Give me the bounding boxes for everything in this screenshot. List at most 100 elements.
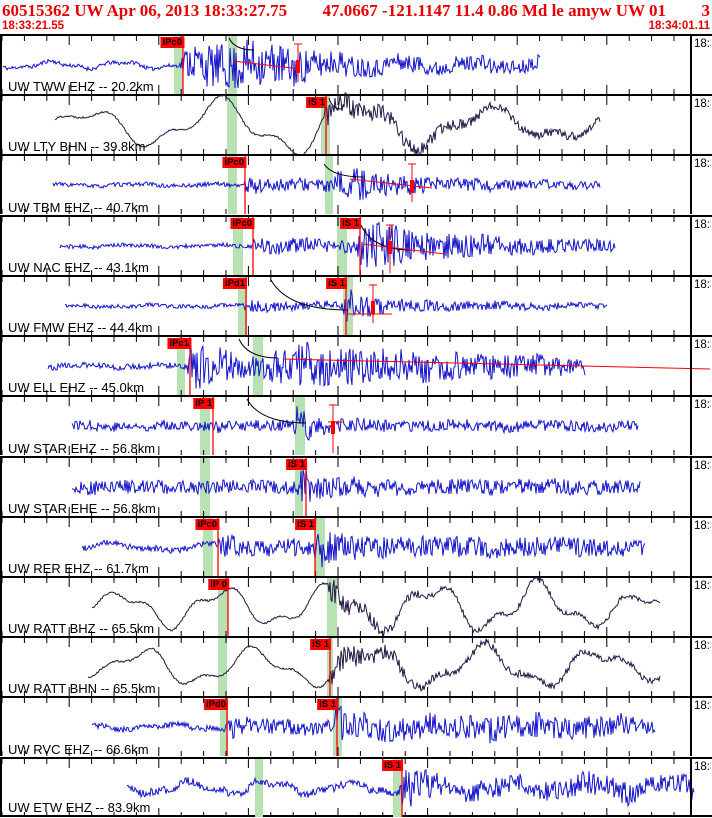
right-time-label: 18:3	[694, 158, 711, 171]
coda-duration-line	[232, 60, 301, 70]
event-location-magnitude: 47.0667 -121.1147 11.4 0.86 Md le amyw U…	[322, 1, 667, 20]
trace-panel-RATT-BHZ[interactable]: iP 0 UW RATT BHZ -- 65.5km 18:3	[0, 575, 712, 638]
phase-window	[295, 397, 305, 456]
waveform	[81, 532, 646, 567]
phase-window	[177, 337, 185, 396]
phase-window	[174, 36, 183, 94]
pick-flag[interactable]: iPc0	[160, 37, 184, 48]
seismogram-svg	[0, 638, 692, 697]
coda-errorbar[interactable]	[296, 60, 300, 73]
panel-left-border	[0, 216, 2, 275]
trace-panel-TBM-EHZ[interactable]: iPc0 UW TBM EHZ -- 40.7km 18:3	[0, 154, 712, 215]
panel-left-border	[0, 758, 2, 817]
panel-left-border	[0, 457, 2, 516]
right-time-label: 18:3	[694, 579, 711, 592]
panel-right-border	[690, 216, 692, 275]
waveform	[52, 168, 601, 201]
coda-errorbar[interactable]	[371, 300, 375, 314]
right-time-label: 18:3	[694, 700, 711, 713]
station-label: UW STAR EHZ -- 56.8km	[8, 440, 156, 456]
seismogram-svg	[0, 92, 692, 157]
pick-flag[interactable]: iS 1	[310, 639, 331, 651]
pick-flag[interactable]: iP 0	[208, 578, 229, 590]
trace-panel-LTY-BHN[interactable]: iS 1 UW LTY BHN -- 39.8km 18:3	[0, 92, 712, 157]
trace-panel-NAC-EHZ[interactable]: iPc0 iS 1 UW NAC EHZ -- 43.1km 18:3	[0, 214, 712, 275]
trace-panel-STAR-EHE[interactable]: iS 1 UW STAR EHE -- 56.8km 18:3	[0, 455, 712, 516]
seismogram-svg	[0, 276, 692, 335]
pick-flag[interactable]: iS 1	[317, 699, 338, 711]
phase-window	[393, 758, 402, 817]
pick-flag[interactable]: iPd1	[222, 277, 247, 289]
pick-flag[interactable]: iS 1	[286, 458, 307, 470]
phase-window	[255, 758, 263, 817]
trace-panel-STAR-EHZ[interactable]: iP 1 UW STAR EHZ -- 56.8km 18:3	[0, 395, 712, 456]
pick-flag[interactable]: iS 1	[340, 217, 361, 229]
pick-flag[interactable]: iP 1	[193, 398, 214, 410]
right-time-label: 18:3	[694, 459, 711, 472]
phase-window	[203, 517, 213, 576]
right-time-label: 18:3	[694, 640, 711, 653]
trace-panel-ETW-EHZ[interactable]: iS 1 UW ETW EHZ -- 83.9km 18:3	[0, 756, 712, 817]
waveform	[91, 704, 656, 744]
pick-flag[interactable]: iPd0	[203, 699, 228, 711]
pick-flag[interactable]: iPc0	[230, 217, 254, 229]
phase-window	[238, 276, 247, 335]
station-label: UW STAR EHE -- 56.8km	[8, 500, 156, 516]
coda-curve	[328, 98, 343, 110]
panel-left-border	[0, 698, 2, 757]
panel-right-border	[690, 156, 692, 215]
pick-flag[interactable]: iPc1	[167, 338, 191, 350]
station-label: UW TWW EHZ -- 20.2km	[8, 79, 154, 95]
pick-flag[interactable]: iS 1	[295, 518, 316, 530]
right-time-label: 18:3	[694, 278, 711, 291]
pick-flag[interactable]: iPc0	[222, 157, 246, 169]
trace-panel-FMW-EHZ[interactable]: iPd1 iS 1 UW FMW EHZ -- 44.4km 18:3	[0, 274, 712, 335]
waveform	[71, 406, 639, 442]
coda-errorbar[interactable]	[388, 240, 392, 254]
station-label: UW RATT BHZ -- 65.5km	[8, 621, 155, 637]
seismogram-svg	[0, 397, 692, 456]
trace-panel-ELL-EHZ[interactable]: iPc1 UW ELL EHZ -- 45.0km 18:3	[0, 335, 712, 395]
right-time-label: 18:3	[694, 38, 711, 50]
panel-right-border	[690, 698, 692, 757]
event-id-and-time: 60515362 UW Apr 06, 2013 18:33:27.75	[2, 1, 288, 20]
waveform	[71, 467, 641, 502]
panel-left-border	[0, 577, 2, 636]
coda-errorbar[interactable]	[331, 421, 335, 435]
phase-window	[227, 96, 237, 155]
panel-right-border	[690, 517, 692, 576]
time-window-bar: 18:33:21.55 18:34:01.11	[0, 20, 712, 34]
right-time-label: 18:3	[694, 339, 711, 352]
waveform	[87, 638, 661, 693]
seismogram-svg	[0, 216, 692, 275]
trace-panel-RATT-BHN[interactable]: iS 1 UW RATT BHN -- 65.5km 18:3	[0, 636, 712, 696]
seismogram-svg	[0, 457, 692, 516]
waveform	[126, 768, 695, 808]
right-time-label: 18:3	[694, 399, 711, 412]
station-label: UW TBM EHZ -- 40.7km	[8, 199, 149, 215]
phase-window	[325, 156, 333, 215]
trace-panel-TWW-EHZ[interactable]: iPc0 UW TWW EHZ -- 20.2km 18:3	[0, 34, 712, 94]
trace-panel-RER-EHZ[interactable]: iPc0 iS 1 UW RER EHZ -- 61.7km 18:3	[0, 515, 712, 576]
trace-panel-RVC-EHZ[interactable]: iPd0 iS 1 UW RVC EHZ -- 66.6km 18:3	[0, 696, 712, 757]
event-flag-count: 3	[701, 1, 710, 20]
panel-right-border	[690, 577, 692, 636]
coda-curve	[246, 399, 307, 424]
right-time-label: 18:3	[694, 519, 711, 532]
panel-right-border	[690, 337, 692, 396]
pick-flag[interactable]: iS 1	[306, 97, 327, 109]
panel-left-border	[0, 638, 2, 697]
phase-window	[200, 457, 210, 516]
pick-flag[interactable]: iPc0	[195, 518, 219, 530]
waveform	[91, 576, 661, 638]
pick-flag[interactable]: iS 1	[382, 759, 403, 771]
panel-left-border	[0, 397, 2, 456]
waveform	[47, 341, 586, 389]
coda-errorbar[interactable]	[410, 180, 414, 194]
coda-curve	[360, 224, 413, 251]
pick-flag[interactable]: iS 1	[326, 277, 347, 289]
phase-window	[220, 698, 228, 757]
panel-right-border	[690, 96, 692, 155]
station-label: UW ETW EHZ -- 83.9km	[8, 799, 151, 815]
